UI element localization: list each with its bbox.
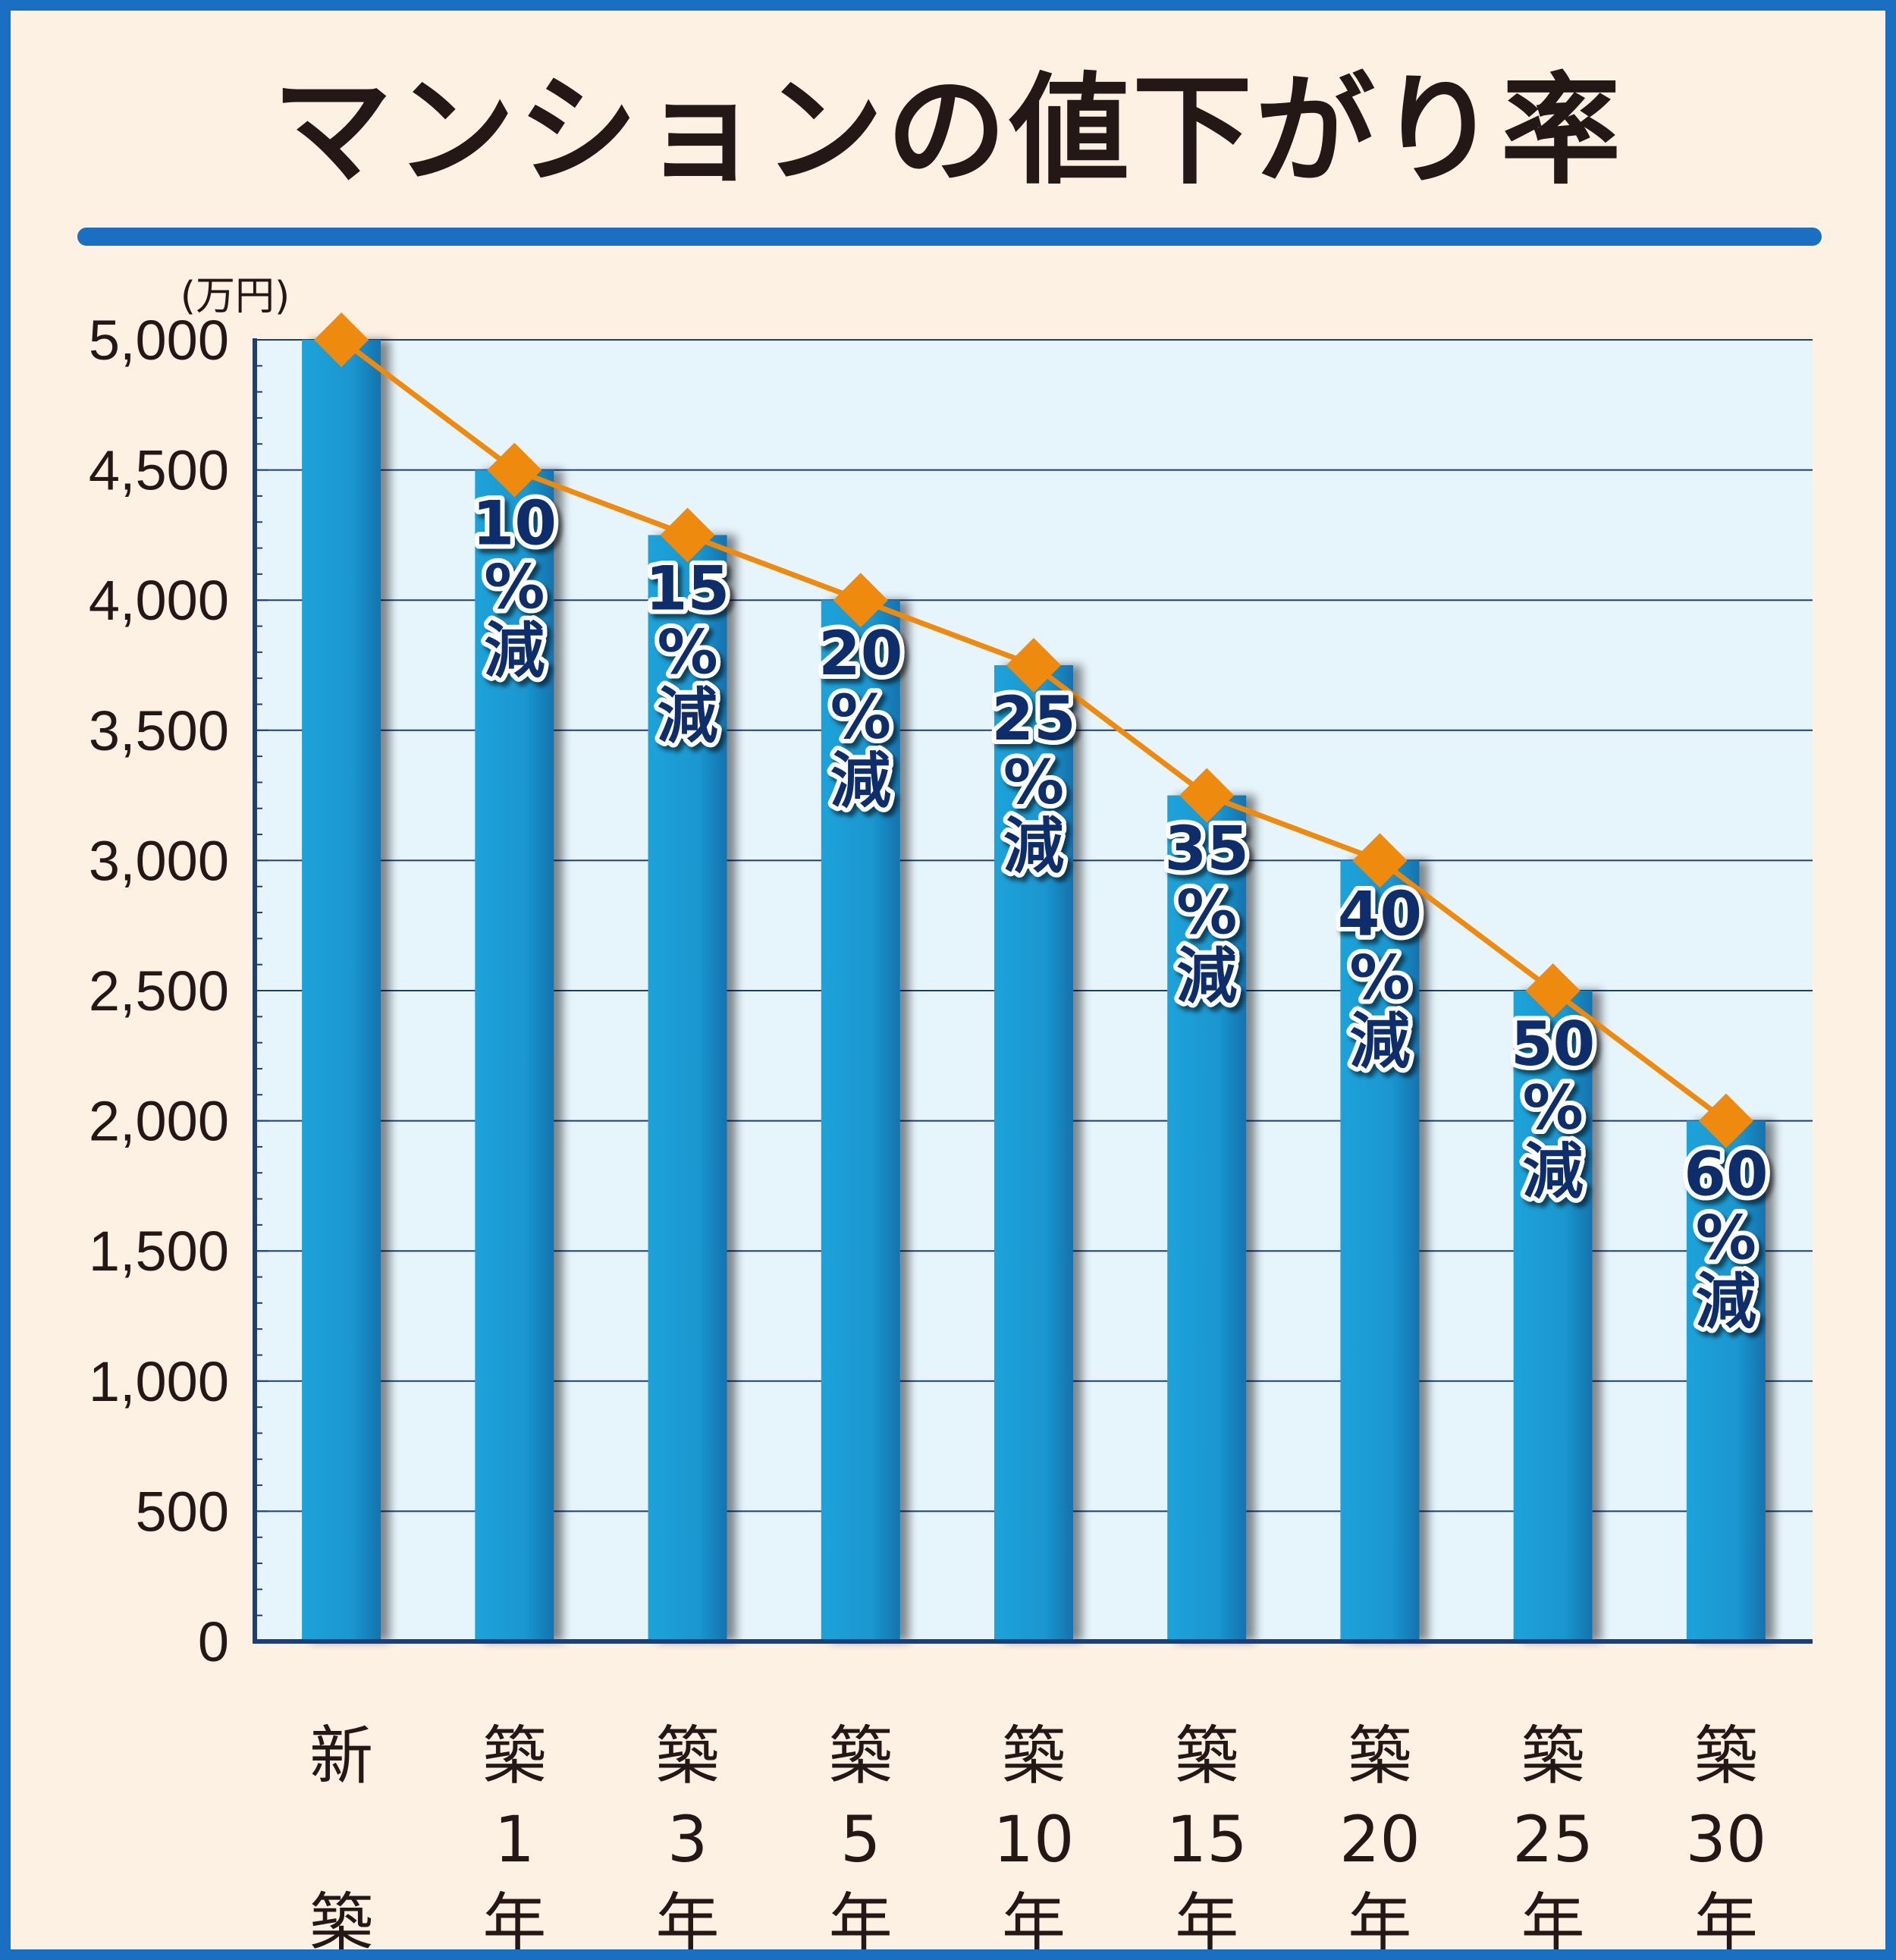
bar-annotation: 減 [658,680,718,751]
x-tick-label: 10 [994,1802,1075,1877]
bar-annotation: 減 [830,746,891,816]
bar-annotation: 減 [1003,811,1064,881]
bar-annotation: % [1176,878,1237,948]
bar-annotation: % [657,617,717,687]
x-tick-label: 年 [1175,1886,1238,1949]
bar-annotation: % [1003,747,1064,818]
bar-annotation: % [1696,1203,1756,1274]
bar [302,340,381,1641]
bar-chart: 0 500 1,000 1,500 2,000 2,500 3,000 3,500 4,000 4… [89,274,1813,1949]
y-tick-label: 1,500 [89,1220,229,1283]
bar-annotation: 減 [1696,1267,1756,1337]
bar-annotation: 減 [1523,1136,1584,1207]
x-tick-label: 1 [494,1802,535,1877]
title-underline [77,228,1822,246]
line-marker [1698,1093,1753,1148]
y-tick-label: 2,000 [89,1090,229,1153]
x-tick-label: 築 [656,1719,720,1793]
x-tick-label: 年 [1521,1886,1585,1949]
y-tick-label: 4,500 [89,439,229,502]
bar [994,665,1073,1641]
x-tick-label: 築 [1694,1719,1758,1793]
x-tick-label: 築 [1521,1719,1585,1793]
line-marker [1006,638,1061,693]
line-marker [833,573,888,628]
y-tick-label: 5,000 [89,309,229,372]
bar [648,535,727,1641]
x-tick-label: 築 [1175,1719,1238,1793]
y-tick-label: 3,500 [89,699,229,762]
bar-annotation: 40 [1338,878,1422,949]
x-tick-label: 築 [309,1886,373,1949]
bar-annotation: % [1349,942,1410,1013]
y-tick-label: 1,000 [89,1350,229,1413]
bar [1686,1120,1766,1641]
bar [1167,795,1247,1641]
y-axis-unit: (万円) [180,274,290,319]
bar-annotation: 10 [472,488,557,559]
line-marker [1179,768,1235,823]
bar-annotation: 減 [1176,941,1237,1012]
y-tick-label: 3,000 [89,829,229,892]
bar-annotation: % [484,552,545,623]
line-marker [1352,833,1408,888]
bar [1513,991,1593,1641]
bar-annotation: 15 [645,553,730,623]
bar-annotation: % [1523,1073,1584,1143]
x-tick-label: 20 [1339,1802,1420,1877]
x-tick-label: 5 [840,1802,881,1877]
y-tick-label: 2,500 [89,960,229,1022]
y-tick-label: 4,000 [89,569,229,632]
bar-annotation: 35 [1165,814,1249,884]
x-tick-label: 3 [667,1802,708,1877]
line-marker [1525,963,1581,1018]
x-tick-label: 年 [829,1886,893,1949]
chart-title: マンションの値下がり率 [272,61,1624,201]
bar-annotation: 60 [1684,1139,1768,1210]
x-tick-label: 年 [1002,1886,1066,1949]
bar-annotation: 減 [484,616,545,686]
line-marker [314,313,369,367]
x-tick-label: 新 [309,1719,373,1793]
x-tick-label: 15 [1166,1802,1248,1877]
x-tick-label: 年 [482,1886,546,1949]
y-tick-label: 0 [198,1610,229,1673]
chart-frame: マンションの値下がり率 0 500 1,000 1,500 2,000 2,500 3,00… [11,11,1885,1949]
bar-annotation: % [830,682,891,752]
x-tick-label: 築 [1348,1719,1411,1793]
x-tick-label: 築 [829,1719,893,1793]
bar [1340,860,1420,1641]
x-tick-label: 築 [482,1719,546,1793]
x-tick-label: 25 [1512,1802,1593,1877]
x-tick-label: 築 [1002,1719,1066,1793]
x-tick-label: 年 [1694,1886,1758,1949]
x-tick-label: 年 [1348,1886,1411,1949]
x-tick-label: 30 [1685,1802,1766,1877]
line-marker [660,507,715,563]
x-tick-label: 年 [656,1886,720,1949]
bar-annotation: 減 [1349,1006,1410,1076]
bar-annotation: 20 [818,618,902,689]
y-tick-label: 500 [136,1480,229,1543]
bar [475,470,554,1641]
bar-annotation: 50 [1511,1009,1595,1079]
line-marker [487,442,542,498]
bar-annotation: 25 [991,683,1075,754]
bar [821,600,900,1642]
